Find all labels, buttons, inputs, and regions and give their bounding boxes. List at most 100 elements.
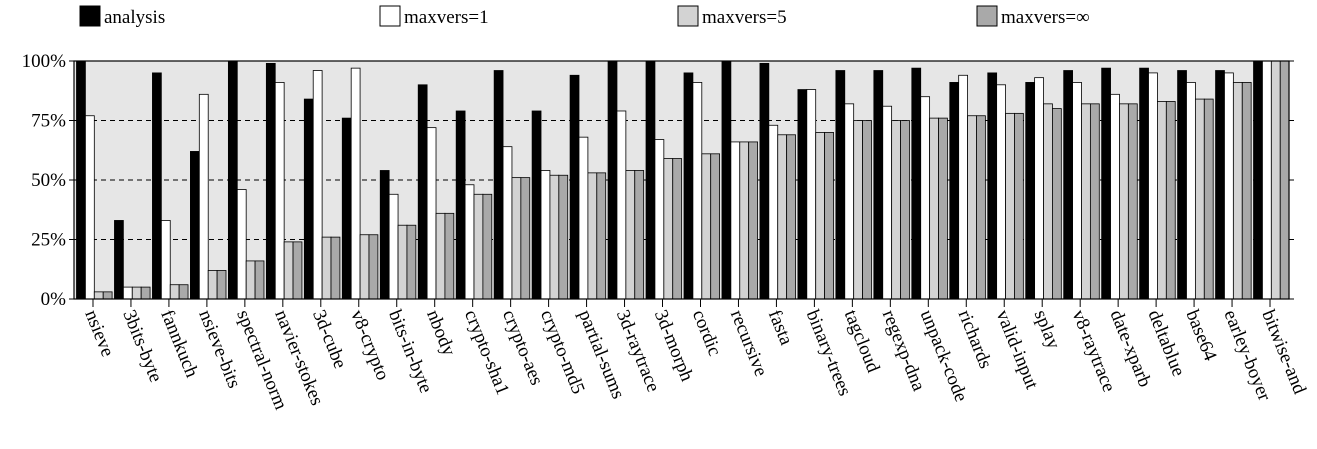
bar-unpack-code-series-0	[911, 67, 922, 300]
bar-navier-stokes-series-3	[292, 241, 303, 300]
bar-recursive-series-1	[730, 141, 741, 300]
bar-splay-series-2	[1043, 103, 1053, 300]
x-axis: nsieve 3bits-bytefannkuchnsieve-bitsspect…	[80, 299, 1310, 413]
bar-earley-boyer-series-0	[1215, 70, 1225, 300]
bar-deltablue-series-3	[1165, 101, 1176, 300]
bar-date-xparb-series-2	[1119, 103, 1129, 300]
bar-v8-crypto-series-2	[359, 234, 370, 300]
bar-date-xparb-series-3	[1127, 103, 1138, 300]
bar-crypto-aes-series-3	[520, 177, 531, 300]
bar-3bits-byte-series-3	[140, 286, 151, 300]
bar-fasta-series-0	[759, 62, 770, 300]
bar-3bits-byte-series-2	[131, 286, 142, 300]
bar-valid-input-series-1	[996, 84, 1006, 300]
bar-nsieve-series-0	[76, 60, 86, 300]
bar-splay-series-1	[1034, 77, 1044, 300]
x-tick-label-nsieve: nsieve	[80, 307, 118, 360]
bar-3bits-byte-series-1	[122, 286, 133, 300]
bar-unpack-code-series-3	[938, 117, 948, 300]
bar-3d-cube-series-3	[330, 236, 341, 300]
legend-swatch-2	[677, 5, 699, 27]
bar-binary-trees-series-1	[806, 89, 817, 300]
bar-richards-series-3	[976, 115, 986, 300]
bar-base64-series-2	[1194, 98, 1205, 300]
bar-fasta-series-3	[786, 134, 796, 300]
x-tick-label-3d-cube: 3d-cube	[308, 307, 350, 372]
bar-3d-cube-series-2	[321, 236, 332, 300]
bar-crypto-sha1-series-1	[464, 184, 475, 300]
bar-splay-series-3	[1052, 108, 1062, 300]
bar-crypto-md5-series-3	[558, 174, 569, 300]
bar-nsieve-bits-series-0	[190, 151, 200, 300]
bar-cordic-series-2	[701, 153, 712, 300]
bar-date-xparb-series-1	[1110, 93, 1120, 300]
bar-spectral-norm-series-1	[236, 189, 247, 300]
bar-tagcloud-series-2	[853, 120, 863, 300]
bar-3d-morph-series-1	[654, 139, 665, 300]
x-tick-label-richards: richards	[954, 307, 996, 372]
bar-cordic-series-0	[683, 72, 694, 300]
bar-bits-in-byte-series-2	[397, 224, 408, 300]
bar-3d-raytrace-series-3	[634, 170, 645, 300]
plot-area	[73, 60, 1290, 300]
bar-richards-series-1	[958, 74, 968, 300]
bar-deltablue-series-2	[1157, 101, 1167, 300]
bar-regexp-dna-series-3	[900, 120, 910, 300]
x-tick-label-fasta: fasta	[764, 307, 797, 349]
bar-base64-series-1	[1186, 82, 1196, 300]
bar-fannkuch-series-2	[169, 284, 180, 300]
bar-v8-raytrace-series-0	[1063, 70, 1073, 300]
legend-label-3: maxvers=∞	[1001, 7, 1090, 28]
bar-bitwise-and-series-1	[1262, 60, 1272, 300]
bar-richards-series-2	[967, 115, 977, 300]
legend-swatch-1	[379, 5, 401, 27]
bar-unpack-code-series-2	[929, 117, 939, 300]
y-tick-label: 100%	[22, 51, 67, 72]
bar-regexp-dna-series-2	[891, 120, 901, 300]
bar-fasta-series-2	[777, 134, 788, 300]
bar-regexp-dna-series-0	[873, 70, 884, 300]
bar-3d-morph-series-3	[672, 158, 683, 300]
bar-v8-raytrace-series-3	[1089, 103, 1100, 300]
bar-crypto-aes-series-0	[493, 70, 504, 300]
legend-swatch-0	[79, 5, 101, 27]
y-tick-label: 75%	[31, 111, 66, 132]
bar-fannkuch-series-1	[160, 220, 171, 300]
bar-3d-morph-series-0	[645, 60, 656, 300]
bar-richards-series-0	[949, 82, 960, 300]
bar-deltablue-series-0	[1139, 67, 1149, 300]
bar-partial-sums-series-0	[569, 74, 580, 300]
bar-recursive-series-0	[721, 60, 732, 300]
bar-3d-raytrace-series-0	[607, 60, 618, 300]
bar-deltablue-series-1	[1148, 72, 1158, 300]
bar-crypto-sha1-series-2	[473, 193, 484, 300]
y-tick-label: 50%	[31, 170, 66, 191]
bar-bits-in-byte-series-3	[406, 224, 417, 300]
bar-crypto-aes-series-1	[502, 146, 513, 300]
bar-date-xparb-series-0	[1101, 67, 1111, 300]
bar-earley-boyer-series-2	[1232, 82, 1243, 300]
bar-tagcloud-series-0	[835, 70, 846, 300]
bar-3d-morph-series-2	[663, 158, 674, 300]
bar-bitwise-and-series-3	[1279, 60, 1290, 300]
bar-v8-raytrace-series-2	[1081, 103, 1091, 300]
bar-spectral-norm-series-2	[245, 260, 256, 300]
bar-bits-in-byte-series-1	[388, 193, 399, 300]
bar-crypto-md5-series-2	[549, 174, 560, 300]
bar-splay-series-0	[1025, 82, 1036, 300]
x-tick-label-base64: base64	[1181, 307, 1220, 364]
bar-base64-series-0	[1177, 70, 1187, 300]
bar-navier-stokes-series-1	[274, 82, 285, 300]
bar-valid-input-series-2	[1005, 112, 1015, 300]
bar-3d-raytrace-series-2	[625, 170, 636, 300]
bar-spectral-norm-series-3	[254, 260, 265, 300]
x-tick-label-cordic: cordic	[688, 307, 725, 359]
x-tick-label-splay: splay	[1030, 307, 1065, 353]
bar-crypto-aes-series-2	[511, 177, 522, 300]
bar-partial-sums-series-2	[587, 172, 598, 300]
bar-3d-raytrace-series-1	[616, 110, 627, 300]
bar-binary-trees-series-3	[824, 131, 834, 300]
bar-nsieve-bits-series-2	[207, 270, 218, 300]
bar-nbody-series-2	[435, 212, 446, 300]
